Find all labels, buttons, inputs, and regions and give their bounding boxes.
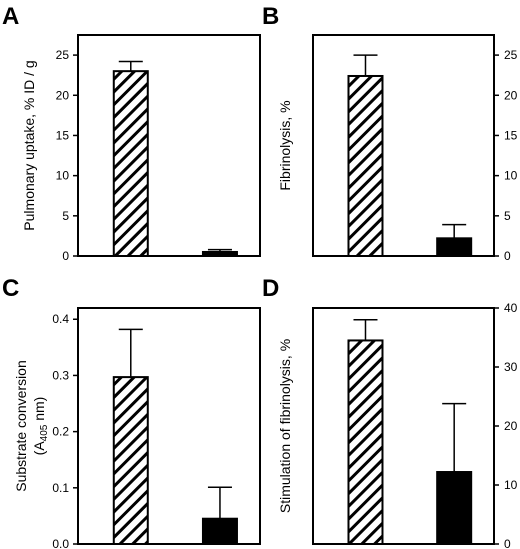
plot-frame [77, 307, 261, 545]
y-tick-label: 5 [504, 209, 511, 223]
panel-d: D 0 10 20 30 40 Stimulation of fibrinolysis, % [262, 275, 518, 549]
plot-frame [77, 34, 261, 257]
y-tick-label: 20 [504, 419, 518, 433]
bar-solid [201, 250, 238, 257]
y-tick-label: 0.2 [52, 425, 69, 439]
y-axis-label: Fibrinolysis, % [277, 100, 293, 190]
y-tick-label: 15 [504, 128, 518, 142]
bar-hatched [112, 376, 149, 545]
panel-letter: D [262, 275, 279, 302]
y-tick-label: 0.4 [52, 312, 69, 326]
panel-letter: B [262, 3, 279, 30]
bar-hatched [347, 339, 384, 546]
y-axis-label-units: (A405 nm) [31, 397, 50, 456]
bar-hatched [347, 74, 384, 257]
y-tick-label: 40 [504, 301, 518, 315]
y-tick-label: 10 [504, 478, 518, 492]
panel-letter: A [2, 3, 19, 30]
bar-solid [201, 517, 238, 546]
y-tick-label: 0.0 [52, 537, 69, 549]
bar-solid [436, 471, 473, 545]
y-axis-label: Stimulation of fibrinolysis, % [277, 339, 293, 513]
y-tick-label: 15 [56, 128, 70, 142]
y-axis-label: Pulmonary uptake, % ID / g [21, 60, 37, 230]
panel-letter: C [2, 275, 19, 302]
y-tick-label: 30 [504, 360, 518, 374]
panel-a: A 0 5 10 15 20 25 Pulmonary uptake, % ID / g [2, 3, 261, 263]
bar-hatched [112, 70, 149, 257]
y-tick-label: 0 [62, 249, 69, 263]
y-tick-label: 0.1 [52, 481, 69, 495]
panel-b: B 0 5 10 15 20 25 Fibrinolysis, % [262, 3, 518, 263]
y-axis-label: Substrate conversion [13, 360, 29, 492]
y-tick-label: 0 [504, 537, 511, 549]
y-tick-label: 10 [56, 169, 70, 183]
y-tick-label: 20 [56, 88, 70, 102]
y-tick-label: 25 [504, 48, 518, 62]
plot-frame [312, 34, 495, 257]
bar-solid [436, 237, 473, 258]
y-tick-label: 5 [62, 209, 69, 223]
y-tick-label: 10 [504, 169, 518, 183]
y-tick-label: 25 [56, 48, 70, 62]
y-tick-label: 0.3 [52, 368, 69, 382]
panel-c: C 0.0 0.1 0.2 0.3 0.4 Substrate conversion (A40… [2, 275, 261, 549]
y-tick-label: 0 [504, 249, 511, 263]
y-tick-label: 20 [504, 88, 518, 102]
